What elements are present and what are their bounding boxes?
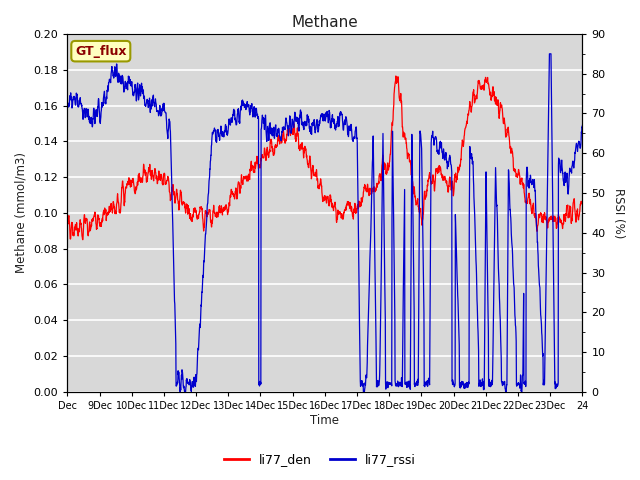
Title: Methane: Methane	[291, 15, 358, 30]
Legend: li77_den, li77_rssi: li77_den, li77_rssi	[219, 448, 421, 471]
Text: GT_flux: GT_flux	[75, 45, 127, 58]
X-axis label: Time: Time	[310, 414, 339, 427]
Y-axis label: RSSI (%): RSSI (%)	[612, 188, 625, 238]
Y-axis label: Methane (mmol/m3): Methane (mmol/m3)	[15, 152, 28, 274]
